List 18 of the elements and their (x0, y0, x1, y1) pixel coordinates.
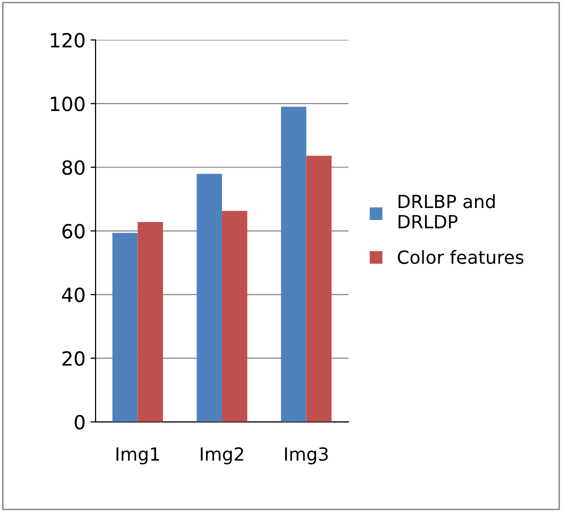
legend-label: DRLBP and DRLDP (398, 194, 495, 228)
bar (138, 222, 163, 422)
legend-label: Color features (398, 250, 524, 264)
bar (222, 210, 248, 422)
bar (112, 232, 138, 422)
x-tick-label: Img2 (200, 447, 244, 464)
x-tick-label: Img3 (285, 447, 328, 464)
y-tick-label: 80 (62, 160, 85, 175)
bar (196, 174, 222, 422)
y-tick-label: 20 (62, 351, 85, 366)
y-tick-label: 40 (62, 288, 85, 302)
bar (306, 156, 332, 422)
bar (281, 106, 306, 422)
x-tick-label: Img1 (116, 447, 159, 464)
y-tick-label: 0 (74, 414, 85, 430)
y-tick-label: 60 (62, 224, 85, 239)
y-tick-label: 100 (50, 96, 85, 112)
y-tick-label: 120 (50, 32, 85, 48)
